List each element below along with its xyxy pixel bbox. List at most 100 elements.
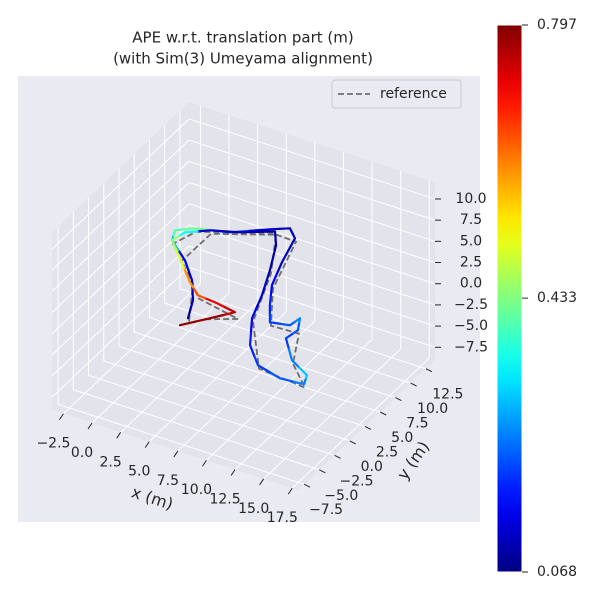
x-tick-label: 12.5 [209, 492, 240, 508]
grid-line [188, 266, 436, 348]
back-pane [189, 102, 435, 360]
grid-line [291, 357, 430, 489]
x-tick [116, 432, 122, 439]
grid-line [103, 360, 350, 442]
grid-line [188, 139, 436, 221]
x-tick [259, 478, 265, 486]
y-tick [334, 454, 341, 459]
trajectory-segment [275, 249, 290, 275]
grid-line [91, 292, 230, 424]
trajectory-segment [248, 227, 282, 232]
y-tick [303, 483, 311, 488]
z-tick-label: −5.0 [454, 318, 488, 334]
grid-line [188, 224, 436, 306]
grid-line [134, 331, 381, 413]
grid-line [118, 345, 366, 427]
grid-line [73, 389, 320, 471]
x-tick [173, 450, 179, 458]
trajectory-segment [287, 232, 297, 252]
grid-line [188, 118, 436, 200]
trajectory-segment [196, 229, 227, 233]
trajectory-segment [267, 370, 294, 383]
grid-line [234, 339, 373, 470]
trajectory-segment [174, 248, 187, 272]
z-tick-label: 0.0 [460, 276, 482, 292]
x-tick [202, 459, 207, 467]
trajectory-segment [252, 354, 271, 373]
z-tick-label: −7.5 [454, 339, 488, 355]
trajectory-segment [221, 306, 237, 317]
grid-line [188, 182, 436, 263]
trajectory-segment [256, 230, 277, 240]
trajectory-segment [205, 297, 227, 309]
grid-line [88, 374, 335, 456]
trajectory-segment [284, 333, 294, 351]
trajectory-segment [177, 230, 199, 238]
trajectory-segment [268, 294, 273, 315]
trajectory-segment [177, 249, 190, 272]
colorbar: 0.068 0.433 0.797 [496, 17, 577, 580]
left-pane [52, 102, 189, 410]
trajectory-segment [183, 269, 196, 290]
trajectory-segment [278, 320, 297, 327]
trajectory-segment [193, 314, 224, 323]
x-tick [144, 441, 150, 448]
grid-line [51, 118, 190, 250]
trajectory-segment [178, 320, 197, 327]
y-tick-label: 10.0 [417, 401, 448, 417]
trajectory-segment [278, 227, 294, 235]
grid-line [188, 245, 436, 327]
trajectory-segment [189, 289, 195, 311]
z-tick-label: 10.0 [455, 191, 486, 207]
grid-line [263, 348, 402, 480]
grid-line [149, 317, 396, 399]
y-tick-label: −7.5 [309, 502, 343, 518]
x-tick-label: 2.5 [100, 454, 122, 470]
y-tick-label: 7.5 [406, 416, 428, 432]
x-tick [59, 413, 64, 420]
x-tick [230, 469, 236, 476]
colorbar-tick-label: 0.797 [537, 17, 577, 33]
panes [51, 102, 441, 495]
x-tick-label: 15.0 [238, 501, 269, 517]
x-tick-label: −2.5 [36, 436, 70, 452]
y-tick-label: −2.5 [340, 473, 374, 489]
grid-line [51, 266, 190, 398]
legend-label: reference [380, 86, 447, 102]
reference-line [171, 230, 307, 390]
grid-line [177, 320, 316, 452]
z-tick-label: 2.5 [460, 255, 482, 271]
trajectory-segment [268, 312, 282, 325]
y-tick-label: 0.0 [361, 459, 383, 475]
grid-line [57, 403, 305, 485]
grid-line [51, 224, 190, 356]
colorbar-gradient [496, 24, 523, 573]
trajectory-segment [170, 235, 180, 251]
y-tick [410, 382, 417, 387]
y-tick [349, 440, 356, 445]
plot-area [170, 227, 309, 390]
trajectory-segment [269, 272, 279, 297]
grid-line [51, 160, 190, 292]
y-tick [425, 368, 433, 373]
x-tick-label: 17.5 [267, 510, 298, 526]
trajectory-segment [264, 256, 275, 284]
grid-line [188, 160, 436, 242]
y-tick [364, 425, 372, 430]
y-tick [319, 469, 326, 474]
trajectory-segment [186, 308, 192, 320]
y-tick-label: 12.5 [432, 387, 463, 403]
y-tick [395, 397, 402, 402]
grid-line [51, 245, 190, 377]
trajectory-segment [271, 237, 278, 259]
trajectory-segment [290, 378, 307, 386]
x-tick-label: 7.5 [157, 473, 179, 489]
x-tick-label: 0.0 [71, 445, 93, 461]
colorbar-tick-label: 0.068 [537, 564, 577, 580]
y-tick-label: 2.5 [376, 444, 398, 460]
z-tick-label: 7.5 [460, 212, 482, 228]
legend-box [331, 79, 462, 109]
x-tick [287, 487, 293, 495]
grid-line [179, 288, 427, 370]
